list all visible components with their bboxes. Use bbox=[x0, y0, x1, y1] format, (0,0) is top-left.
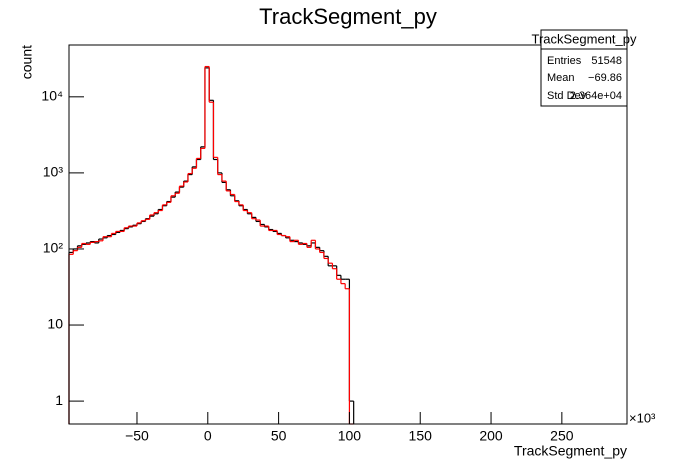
y-tick-label: 10³ bbox=[43, 164, 64, 180]
x-tick-label: 200 bbox=[479, 428, 503, 444]
x-tick-label: 150 bbox=[409, 428, 433, 444]
x-tick-label: 250 bbox=[550, 428, 574, 444]
x-tick-label: 100 bbox=[338, 428, 362, 444]
x-exponent: ×10³ bbox=[629, 410, 656, 425]
stats-box: TrackSegment_py Entries 51548 Mean −69.8… bbox=[531, 29, 637, 107]
x-tick-label: 50 bbox=[271, 428, 287, 444]
y-tick-label: 1 bbox=[55, 392, 63, 408]
y-axis-label: count bbox=[19, 45, 35, 79]
x-tick-label: 0 bbox=[204, 428, 212, 444]
y-tick-label: 10² bbox=[43, 240, 64, 256]
plot-frame bbox=[68, 44, 628, 425]
x-tick-label: −50 bbox=[125, 428, 149, 444]
stats-key: Entries bbox=[547, 55, 582, 67]
stats-value: −69.86 bbox=[588, 72, 622, 84]
stats-key: Std Dev bbox=[547, 90, 587, 102]
stats-frame bbox=[540, 29, 628, 107]
stats-value: 51548 bbox=[591, 55, 622, 67]
x-axis-label: TrackSegment_py bbox=[514, 443, 627, 459]
stats-title: TrackSegment_py bbox=[531, 31, 637, 46]
y-tick-label: 10 bbox=[47, 316, 63, 332]
y-tick-label: 10⁴ bbox=[41, 88, 63, 104]
stats-key: Mean bbox=[547, 72, 575, 84]
stats-value: 2.364e+04 bbox=[570, 90, 622, 102]
chart-title: TrackSegment_py bbox=[259, 4, 437, 29]
